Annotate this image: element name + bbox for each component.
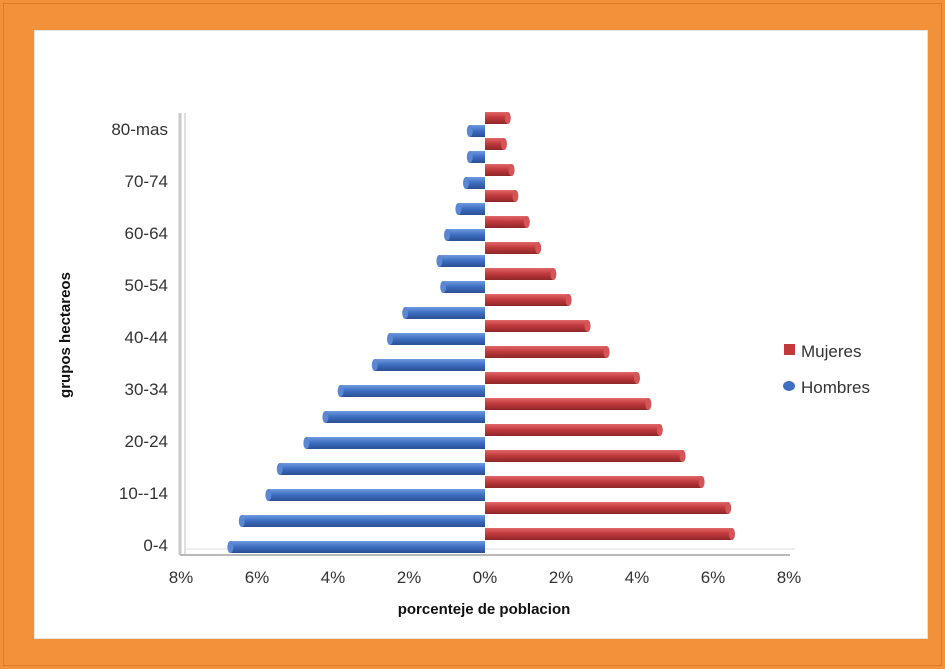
bar-hombres-7 bbox=[374, 359, 485, 371]
bar-hombres-cap-6 bbox=[337, 385, 344, 397]
y-tick-3: 30-34 bbox=[125, 380, 168, 399]
bar-mujeres-11 bbox=[485, 242, 539, 254]
legend: Mujeres Hombres bbox=[783, 342, 870, 397]
y-tick-4: 40-44 bbox=[125, 328, 168, 347]
bar-mujeres-13 bbox=[485, 190, 516, 202]
x-tick-5: 2% bbox=[549, 568, 574, 587]
bar-hombres-10 bbox=[443, 281, 485, 293]
bar-hombres-6 bbox=[340, 385, 485, 397]
bar-hombres-2 bbox=[268, 489, 485, 501]
x-tick-7: 6% bbox=[701, 568, 726, 587]
bar-hombres-cap-15 bbox=[466, 151, 473, 163]
y-axis-title: grupos hectareos bbox=[57, 272, 74, 398]
bar-hombres-cap-10 bbox=[440, 281, 447, 293]
y-tick-5: 50-54 bbox=[125, 276, 168, 295]
legend-swatch-hombres bbox=[783, 381, 795, 391]
bar-mujeres-cap-9 bbox=[565, 294, 572, 306]
bar-mujeres-cap-12 bbox=[523, 216, 530, 228]
bar-mujeres-5 bbox=[485, 398, 649, 410]
bar-mujeres-2 bbox=[485, 476, 702, 488]
legend-label-mujeres: Mujeres bbox=[801, 342, 861, 361]
x-tick-labels: 8% 6% 4% 2% 0% 2% 4% 6% 8% bbox=[169, 568, 802, 587]
bar-hombres-3 bbox=[279, 463, 485, 475]
x-tick-6: 4% bbox=[625, 568, 650, 587]
bar-hombres-16 bbox=[469, 125, 485, 137]
bar-mujeres-cap-14 bbox=[508, 164, 515, 176]
bars-group bbox=[227, 112, 735, 553]
legend-label-hombres: Hombres bbox=[801, 378, 870, 397]
y-tick-1: 10--14 bbox=[119, 484, 168, 503]
bar-mujeres-16 bbox=[485, 112, 508, 124]
y-tick-8: 80-mas bbox=[111, 120, 168, 139]
bar-hombres-12 bbox=[447, 229, 485, 241]
frame-border bbox=[3, 3, 942, 666]
bar-mujeres-7 bbox=[485, 346, 607, 358]
bar-mujeres-cap-2 bbox=[698, 476, 705, 488]
bar-hombres-cap-5 bbox=[322, 411, 329, 423]
x-tick-0: 8% bbox=[169, 568, 194, 587]
bar-hombres-cap-9 bbox=[402, 307, 409, 319]
bar-hombres-5 bbox=[325, 411, 485, 423]
bar-hombres-11 bbox=[439, 255, 485, 267]
bar-hombres-13 bbox=[458, 203, 485, 215]
bar-mujeres-4 bbox=[485, 424, 660, 436]
x-tick-4: 0% bbox=[473, 568, 498, 587]
bar-mujeres-cap-7 bbox=[603, 346, 610, 358]
bar-hombres-cap-4 bbox=[303, 437, 310, 449]
y-tick-labels: 0-4 10--14 20-24 30-34 40-44 50-54 60-64 70-74 8… bbox=[111, 120, 168, 555]
bar-hombres-cap-8 bbox=[387, 333, 393, 345]
bar-hombres-cap-13 bbox=[455, 203, 462, 215]
legend-swatch-mujeres bbox=[784, 344, 795, 355]
bar-hombres-0 bbox=[230, 541, 485, 553]
bar-mujeres-0 bbox=[485, 528, 732, 540]
bar-hombres-9 bbox=[405, 307, 485, 319]
bar-mujeres-6 bbox=[485, 372, 637, 384]
bar-mujeres-15 bbox=[485, 138, 504, 150]
bar-hombres-cap-1 bbox=[238, 515, 245, 527]
bar-hombres-14 bbox=[466, 177, 485, 189]
bar-hombres-cap-7 bbox=[371, 359, 378, 371]
bar-hombres-cap-2 bbox=[265, 489, 272, 501]
bar-mujeres-cap-0 bbox=[729, 528, 735, 540]
bar-mujeres-14 bbox=[485, 164, 512, 176]
x-tick-3: 2% bbox=[397, 568, 422, 587]
x-tick-8: 8% bbox=[777, 568, 802, 587]
bar-mujeres-cap-3 bbox=[679, 450, 686, 462]
bar-hombres-8 bbox=[390, 333, 485, 345]
bar-mujeres-cap-16 bbox=[504, 112, 511, 124]
bar-mujeres-cap-10 bbox=[550, 268, 557, 280]
bar-hombres-cap-14 bbox=[463, 177, 469, 189]
y-tick-7: 70-74 bbox=[125, 172, 168, 191]
bar-mujeres-cap-11 bbox=[535, 242, 542, 254]
x-tick-2: 4% bbox=[321, 568, 346, 587]
bar-mujeres-cap-8 bbox=[584, 320, 591, 332]
bar-mujeres-cap-4 bbox=[656, 424, 663, 436]
y-tick-0: 0-4 bbox=[143, 536, 168, 555]
bar-mujeres-cap-15 bbox=[501, 138, 507, 150]
bar-mujeres-12 bbox=[485, 216, 527, 228]
bar-hombres-1 bbox=[241, 515, 485, 527]
x-axis-title: porcenteje de poblacion bbox=[398, 601, 571, 618]
bar-hombres-15 bbox=[469, 151, 485, 163]
bar-mujeres-1 bbox=[485, 502, 729, 514]
bar-hombres-cap-11 bbox=[436, 255, 443, 267]
x-tick-1: 6% bbox=[245, 568, 270, 587]
bar-mujeres-3 bbox=[485, 450, 683, 462]
bar-hombres-cap-16 bbox=[466, 125, 473, 137]
bar-hombres-cap-3 bbox=[276, 463, 283, 475]
bar-mujeres-cap-13 bbox=[512, 190, 519, 202]
bar-mujeres-cap-1 bbox=[725, 502, 732, 514]
bar-mujeres-8 bbox=[485, 320, 588, 332]
bar-hombres-cap-0 bbox=[227, 541, 234, 553]
bar-mujeres-10 bbox=[485, 268, 554, 280]
bar-mujeres-cap-5 bbox=[645, 398, 652, 410]
bar-hombres-4 bbox=[306, 437, 485, 449]
bar-mujeres-9 bbox=[485, 294, 569, 306]
bar-mujeres-cap-6 bbox=[634, 372, 640, 384]
y-tick-2: 20-24 bbox=[125, 432, 168, 451]
y-tick-6: 60-64 bbox=[125, 224, 168, 243]
bar-hombres-cap-12 bbox=[444, 229, 450, 241]
